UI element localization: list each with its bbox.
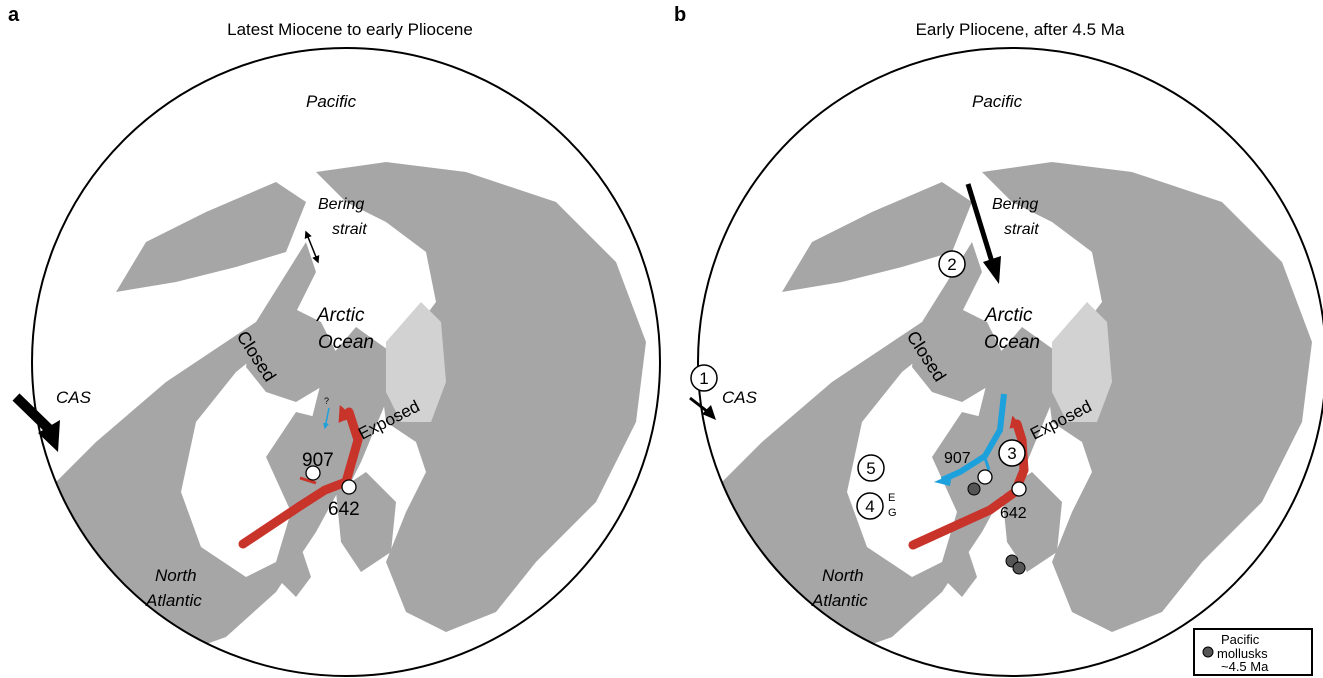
panel-a-title: Latest Miocene to early Pliocene [227, 20, 473, 39]
panel-b-letter: b [674, 4, 687, 26]
atlantic-inflow-a-arrow [338, 405, 354, 423]
label-north-b-1: North [822, 566, 864, 585]
label-bering-a-2: strait [332, 221, 367, 238]
legend-line-3: ~4.5 Ma [1221, 659, 1269, 674]
svg-text:1: 1 [699, 369, 708, 388]
numbered-marker-5: 5 [857, 454, 885, 482]
label-e-b: E [888, 492, 895, 504]
label-arctic-b-2: Ocean [984, 332, 1040, 353]
label-cas-a: CAS [56, 388, 92, 407]
mollusk-site-marker [967, 482, 981, 496]
label-907-b: 907 [944, 450, 971, 467]
atlantic-inflow-b [908, 419, 1029, 550]
label-g-b: G [888, 507, 897, 519]
svg-text:4: 4 [865, 497, 874, 516]
legend-line-2: mollusks [1217, 646, 1268, 661]
cold-outflow-b-arrowhead [934, 474, 952, 486]
svg-text:2: 2 [947, 255, 956, 274]
legend-line-1: Pacific [1221, 632, 1260, 647]
label-north-a-1: North [155, 566, 197, 585]
label-642-a: 642 [328, 499, 360, 520]
svg-text:3: 3 [1007, 444, 1016, 463]
mollusk-site-marker [1012, 561, 1026, 575]
numbered-marker-2: 2 [938, 250, 966, 278]
panel-b-globe-outline [697, 47, 1323, 677]
cold-outflow-b-branch [983, 457, 991, 471]
numbered-marker-3: 3 [998, 439, 1026, 467]
site-907-marker-a [305, 465, 321, 481]
bering-throughflow-arrowhead [983, 256, 1001, 284]
bering-throughflow-shaft [965, 183, 995, 263]
label-arctic-b-1: Arctic [984, 305, 1033, 326]
panel-a-map: Pacific Bering strait Arctic Ocean Close… [12, 47, 661, 677]
panel-b-title: Early Pliocene, after 4.5 Ma [915, 20, 1125, 39]
legend-graphic: Pacific mollusks ~4.5 Ma [1202, 632, 1269, 674]
cold-outflow-b [940, 393, 1007, 483]
site-907-marker-b [977, 469, 993, 485]
label-642-b: 642 [1000, 505, 1027, 522]
label-bering-b-1: Bering [992, 196, 1038, 213]
label-907-a: 907 [302, 450, 334, 471]
panel-a-globe-outline [31, 47, 661, 677]
label-north-a-2: Atlantic [145, 591, 202, 610]
atlantic-inflow-b-arrow [1009, 415, 1022, 431]
atlantic-inflow-a [238, 407, 363, 549]
panel-b-map: 1 2 3 4 5 Pacific Bering strait Arctic O… [689, 47, 1323, 677]
cas-flow-arrowhead [38, 420, 60, 452]
label-arctic-a-1: Arctic [316, 305, 365, 326]
cold-outflow-a [322, 407, 330, 430]
label-arctic-a-2: Ocean [318, 332, 374, 353]
bering-exchange-arrow [304, 230, 320, 264]
atlantic-branch-a [299, 476, 317, 485]
site-642-marker-b [1011, 481, 1027, 497]
site-642-marker-a [341, 479, 357, 495]
cas-flow-shaft [12, 393, 54, 434]
svg-text:5: 5 [866, 459, 875, 478]
label-pacific-b: Pacific [972, 92, 1023, 111]
numbered-marker-1: 1 [690, 364, 718, 392]
numbered-marker-4: 4 [856, 492, 884, 520]
cas-flow-b-shaft [689, 396, 709, 414]
label-bering-b-2: strait [1004, 221, 1039, 238]
legend-mollusk-marker [1202, 646, 1214, 658]
label-question-a: ? [324, 396, 329, 406]
mollusk-legend: Pacific mollusks ~4.5 Ma [1193, 628, 1313, 676]
label-north-b-2: Atlantic [811, 591, 868, 610]
label-bering-a-1: Bering [318, 196, 364, 213]
cas-flow-b-arrowhead [702, 405, 716, 420]
label-cas-b: CAS [722, 388, 758, 407]
label-pacific-a: Pacific [306, 92, 357, 111]
panel-a-letter: a [8, 4, 20, 26]
